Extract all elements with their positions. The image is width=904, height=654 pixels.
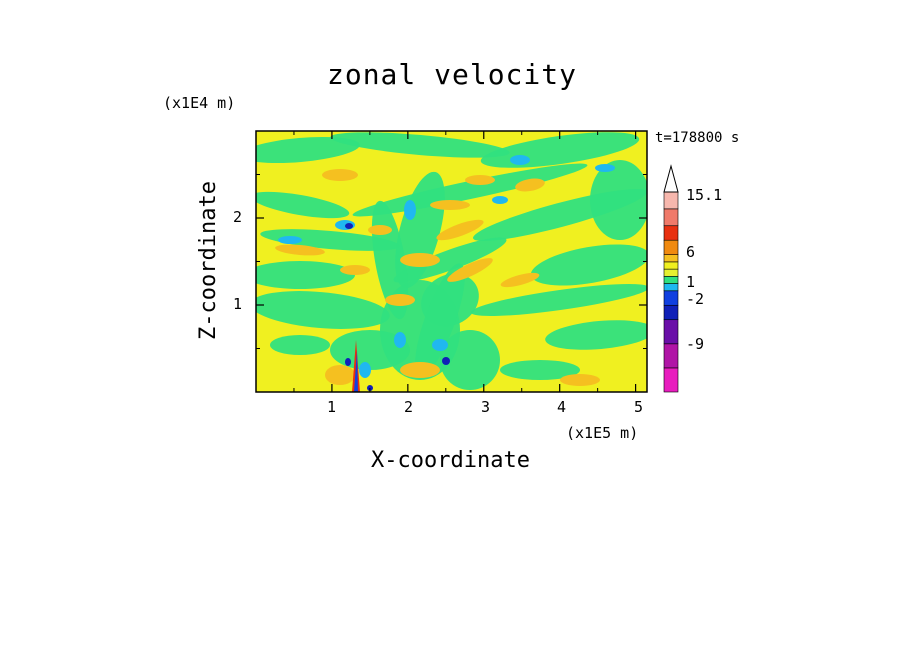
contour-region — [330, 132, 510, 158]
contour-region — [400, 253, 440, 267]
y-tick-label: 2 — [233, 208, 243, 226]
contour-region — [530, 244, 647, 286]
contour-region — [385, 294, 415, 306]
contour-region — [442, 357, 450, 365]
x-tick-label: 2 — [404, 398, 414, 416]
contour-region — [354, 350, 358, 392]
time-label: t=178800 s — [655, 130, 740, 146]
colorbar-band — [663, 367, 679, 393]
contour-region — [322, 169, 358, 181]
contour-region — [256, 136, 360, 164]
contour-region — [345, 358, 351, 366]
contour-region — [415, 263, 465, 377]
contour-region — [394, 332, 406, 348]
contour-region — [500, 360, 580, 380]
contour-region — [359, 362, 371, 378]
contour-region — [278, 236, 302, 244]
colorbar — [663, 164, 679, 393]
colorbar-band — [663, 254, 679, 263]
colorbar-band — [663, 191, 679, 210]
contour-region — [470, 284, 647, 316]
colorbar-band — [663, 268, 679, 277]
colorbar-band — [663, 290, 679, 306]
x-tick-label: 1 — [327, 398, 337, 416]
axis-ticks — [256, 131, 647, 392]
colorbar-band — [663, 239, 679, 255]
contour-region — [473, 188, 647, 242]
x-tick-label: 5 — [634, 398, 644, 416]
colorbar-label: -9 — [686, 335, 705, 353]
y-tick-label: 1 — [233, 295, 243, 313]
contour-region — [340, 265, 370, 275]
contour-region — [430, 200, 470, 210]
contour-region — [404, 200, 416, 220]
colorbar-band — [663, 261, 679, 270]
contour-region — [270, 335, 330, 355]
y-axis-label: Z-coordinate — [196, 181, 221, 340]
x-tick-label: 3 — [481, 398, 491, 416]
contour-region — [256, 261, 355, 289]
contour-region — [400, 362, 440, 378]
contour-region — [492, 196, 508, 204]
colorbar-label: 1 — [686, 273, 696, 291]
contour-region — [500, 272, 540, 288]
contour-region — [436, 219, 484, 241]
contour-region — [440, 330, 500, 390]
y-axis-unit: (x1E4 m) — [163, 94, 236, 112]
colorbar-label: 6 — [686, 243, 696, 261]
colorbar-band — [663, 225, 679, 241]
colorbar-band — [663, 208, 679, 227]
x-tick-label: 4 — [557, 398, 567, 416]
contour-region — [510, 155, 530, 165]
contour-region — [447, 258, 493, 282]
contour-region — [515, 178, 545, 192]
colorbar-band — [663, 276, 679, 284]
contour-region — [256, 291, 390, 329]
x-axis-unit: (x1E5 m) — [566, 424, 639, 442]
colorbar-band — [663, 319, 679, 345]
colorbar-band — [663, 304, 679, 321]
contour-region — [256, 191, 350, 219]
contour-region — [560, 374, 600, 386]
contour-region — [260, 229, 400, 251]
x-axis-label: X-coordinate — [371, 448, 530, 473]
chart-title: zonal velocity — [326, 58, 577, 91]
colorbar-extend-arrow — [663, 164, 679, 193]
colorbar-band — [663, 283, 679, 292]
contour-region — [545, 320, 647, 350]
colorbar-label: -2 — [686, 290, 705, 308]
colorbar-band — [663, 343, 679, 369]
colorbar-label: 15.1 — [686, 186, 723, 204]
contour-region — [275, 244, 325, 256]
contour-region — [345, 223, 353, 229]
plot-area — [256, 131, 647, 392]
contour-region — [465, 175, 495, 185]
contour-region — [325, 365, 355, 385]
contour-region — [432, 339, 448, 351]
contour-region — [368, 225, 392, 235]
contour-region — [595, 164, 615, 172]
